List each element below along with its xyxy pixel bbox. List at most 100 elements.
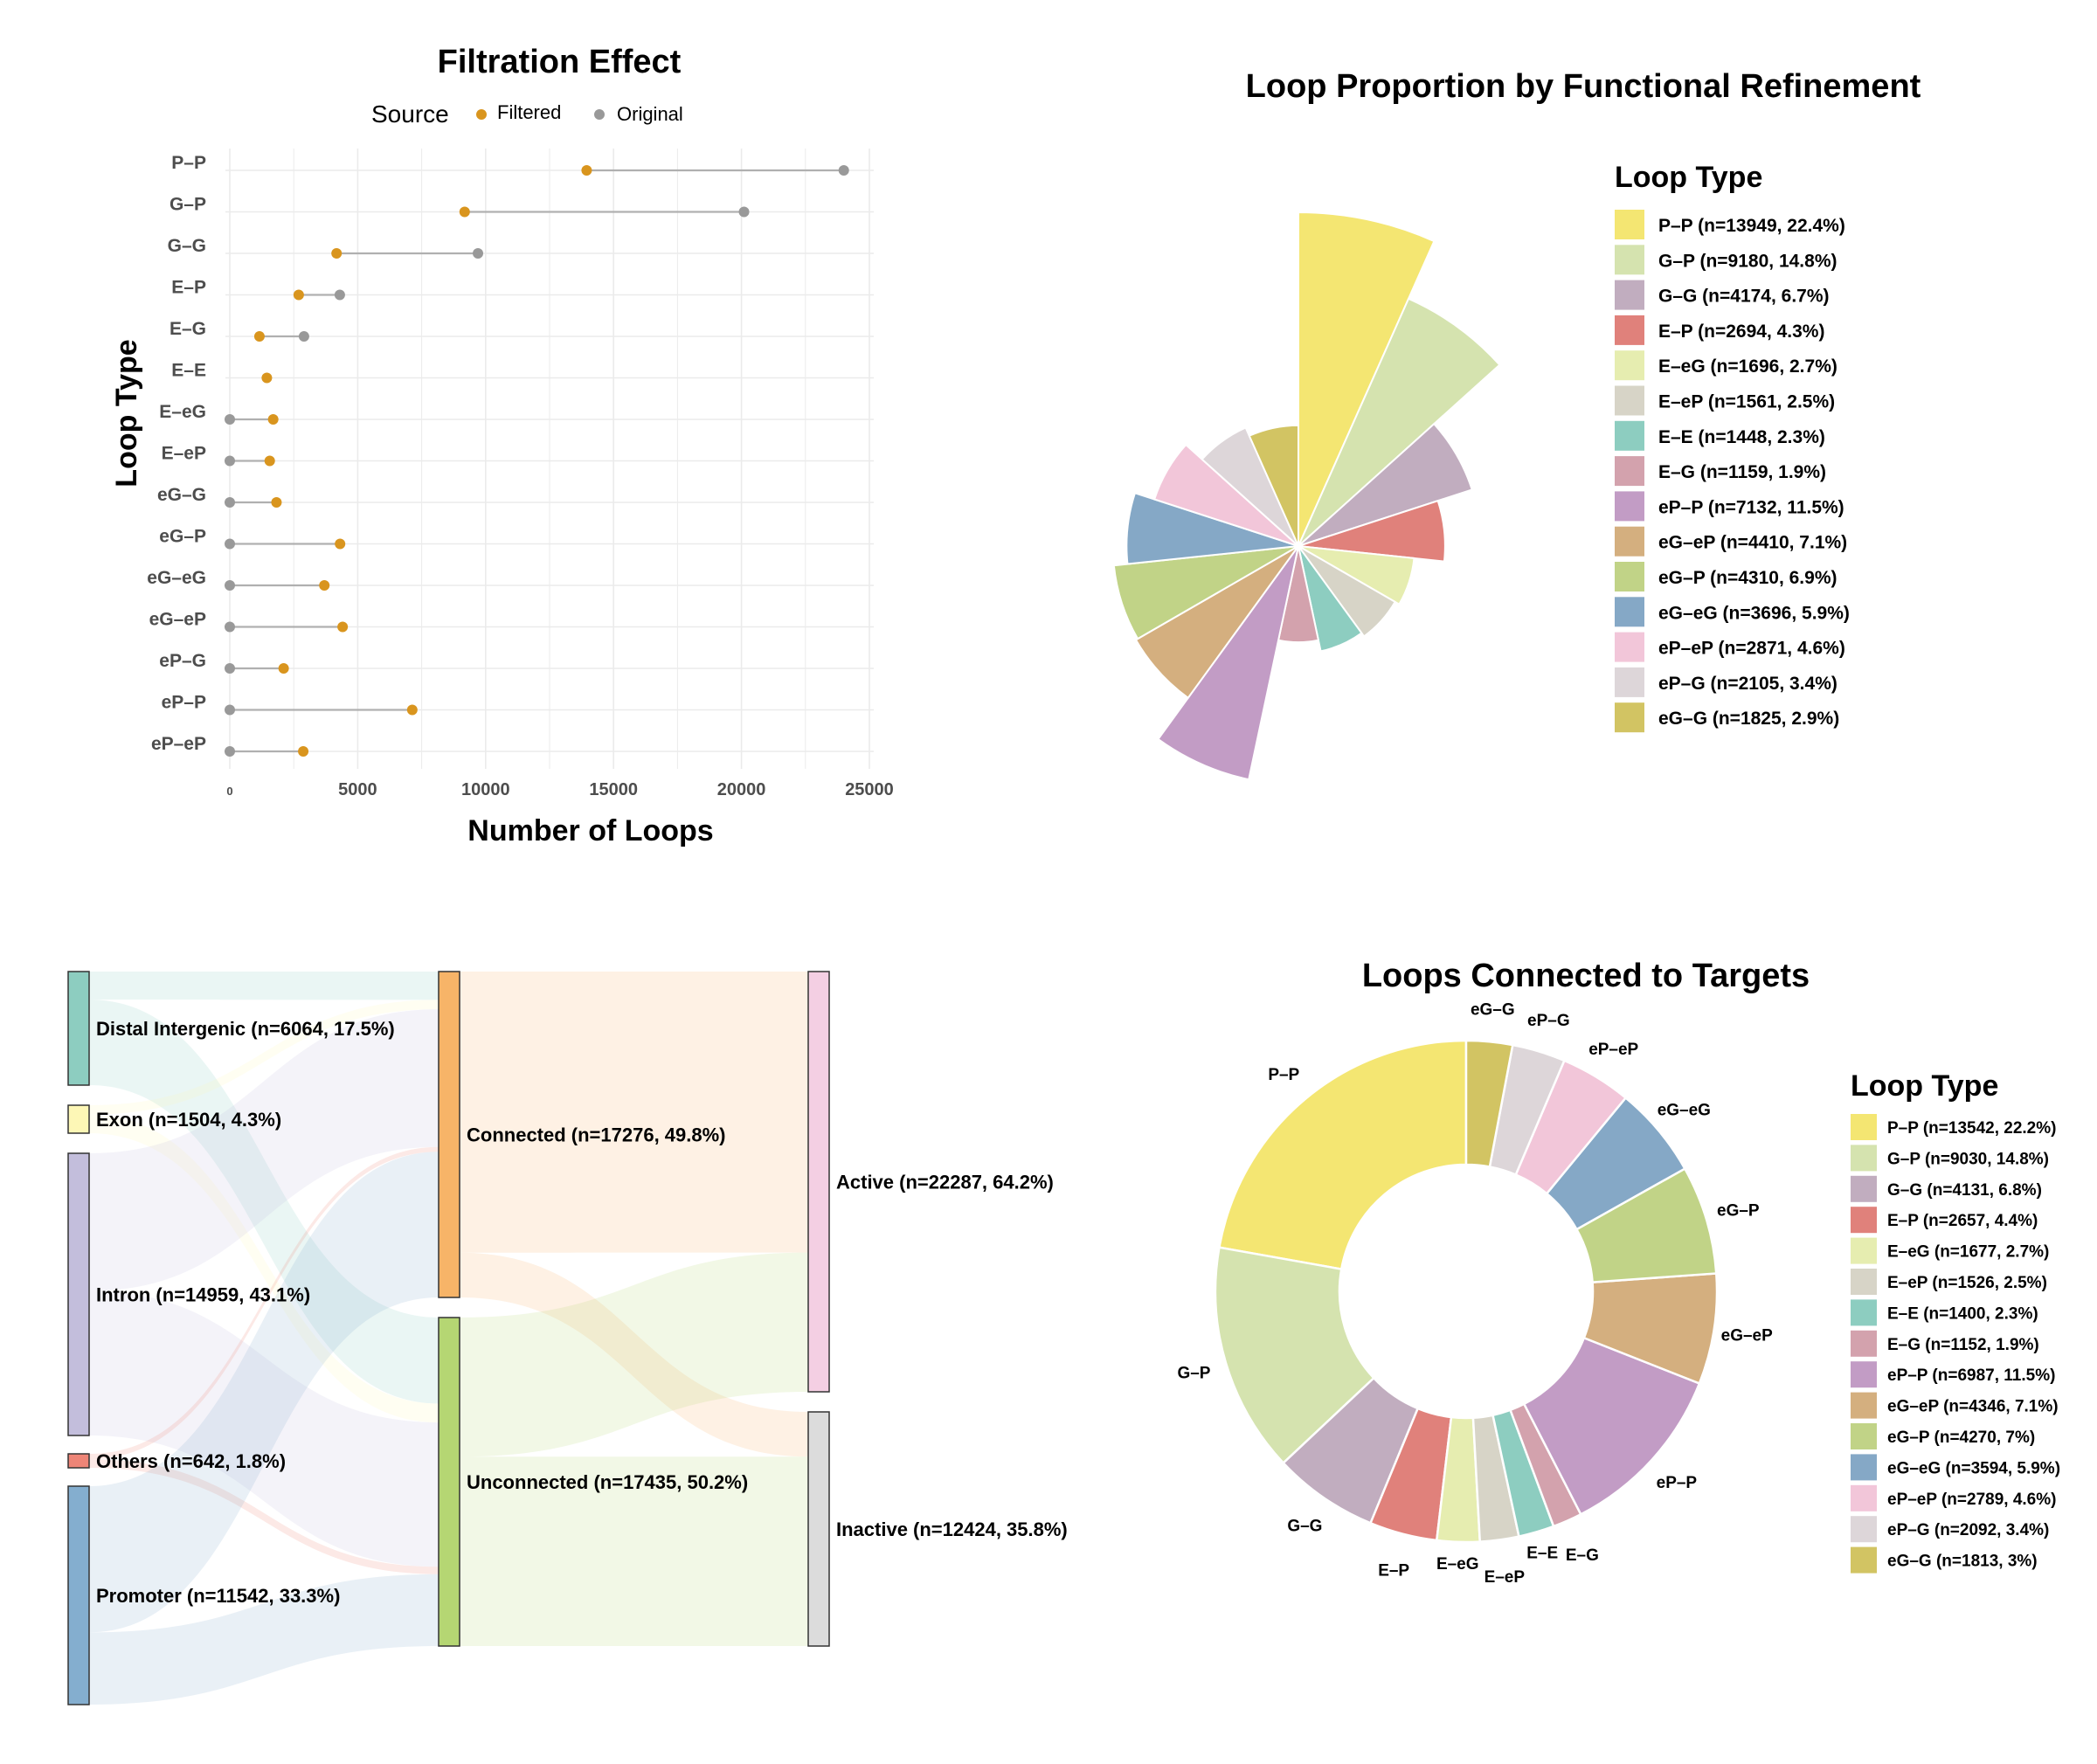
- donut-legend-key: [1851, 1423, 1877, 1449]
- sankey-node-label: Inactive (n=12424, 35.8%): [836, 1518, 1068, 1540]
- rose-wedge-ep-g: [1201, 426, 1299, 547]
- lollipop-y-axis-label: Loop Type: [110, 339, 143, 487]
- original-point-eg-ep: [225, 621, 235, 633]
- rose-legend-label: G–G (n=4174, 6.7%): [1658, 287, 1830, 307]
- donut-legend-key: [1851, 1454, 1877, 1481]
- donut-legend-label: E–E (n=1400, 2.3%): [1887, 1304, 2038, 1323]
- original-point-ep-ep: [225, 746, 235, 757]
- y-tick-label: E–eG: [159, 402, 206, 422]
- filtered-point-eg-p: [335, 538, 346, 550]
- y-tick-label: eG–eG: [147, 568, 206, 588]
- sankey-link-connected-to-inactive: [460, 1252, 808, 1457]
- donut-legend-key: [1851, 1207, 1877, 1234]
- donut-slice-labels: P–P G–P G–G E–P E–eG E–ePE–E E–G eP–P eG–eP eG–P e…: [1177, 1000, 1773, 1587]
- y-tick-label: G–P: [170, 195, 206, 215]
- donut-slice-label: E–eP: [1485, 1568, 1526, 1587]
- rose-wedge-ep-p: [1157, 545, 1299, 781]
- rose-legend-label: eP–eP (n=2871, 4.6%): [1658, 639, 1845, 659]
- donut-slices: [1214, 1039, 1719, 1544]
- sankey-nodes: Distal Intergenic (n=6064, 17.5%) Exon (n…: [67, 971, 1068, 1705]
- lollipop-legend-title: Source: [371, 100, 449, 128]
- original-point-ep-p: [225, 704, 235, 716]
- donut-legend-key: [1851, 1516, 1877, 1543]
- original-point-e-eg: [225, 414, 235, 425]
- sankey-node-promoter: [67, 1485, 90, 1705]
- sankey-link-connected-to-active: [460, 972, 808, 1253]
- original-point-ep-g: [225, 663, 235, 674]
- donut-slice-label: eG–eG: [1658, 1102, 1711, 1120]
- x-tick-label: 20000: [717, 780, 766, 799]
- x-tick-label: 0: [226, 785, 232, 798]
- rose-wedge-e-e: [1298, 545, 1363, 653]
- donut-legend-key: [1851, 1546, 1877, 1574]
- rose-wedge-g-p: [1298, 297, 1501, 547]
- rose-legend-key: [1615, 526, 1644, 557]
- donut-legend-key: [1851, 1269, 1877, 1295]
- original-point-eg-g: [225, 497, 235, 508]
- rose-wedge-ep-ep: [1152, 443, 1299, 547]
- original-point-eg-p: [225, 538, 235, 550]
- original-point-e-ep: [225, 455, 235, 467]
- donut-legend-label: eP–eP (n=2789, 4.6%): [1887, 1491, 2056, 1509]
- y-tick-label: eG–P: [159, 527, 206, 547]
- lollipop-marks: [225, 165, 849, 757]
- rose-legend-key: [1615, 280, 1644, 310]
- sankey-link-intron-to-unconnected: [89, 1290, 439, 1567]
- sankey-node-others: [67, 1453, 90, 1469]
- rose-title: Loop Proportion by Functional Refinement: [1246, 68, 1921, 105]
- donut-panel: Loops Connected to Targets P–P G–P G–G E–P E…: [1177, 958, 2060, 1587]
- filtered-point-eg-eg: [319, 580, 330, 591]
- sankey-panel: Distal Intergenic (n=6064, 17.5%) Exon (n…: [67, 971, 1068, 1705]
- y-tick-label: eP–G: [159, 651, 206, 671]
- rose-wedge-e-eg: [1298, 545, 1415, 605]
- y-tick-label: E–eP: [162, 444, 206, 464]
- donut-slice-label: E–E: [1526, 1545, 1558, 1563]
- filtered-point-e-e: [261, 372, 273, 384]
- donut-legend-label: E–P (n=2657, 4.4%): [1887, 1212, 2038, 1230]
- donut-slice-eg-g: [1464, 1039, 1514, 1168]
- rose-legend: P–P (n=13949, 22.4%) G–P (n=9180, 14.8%) G…: [1615, 210, 1850, 733]
- filtered-point-eg-ep: [337, 621, 349, 633]
- rose-legend-title: Loop Type: [1615, 161, 1762, 194]
- rose-legend-label: E–E (n=1448, 2.3%): [1658, 427, 1825, 447]
- original-point-e-p: [334, 289, 345, 301]
- lollipop-x-tick-labels: 0 5000 10000 15000 20000 25000: [226, 780, 893, 799]
- donut-slice-label: G–P: [1177, 1365, 1210, 1383]
- rose-legend-key: [1615, 491, 1644, 522]
- rose-legend-label: G–P (n=9180, 14.8%): [1658, 251, 1837, 271]
- rose-legend-label: E–G (n=1159, 1.9%): [1658, 462, 1826, 482]
- filtered-point-p-p: [581, 165, 592, 176]
- rose-legend-key: [1615, 385, 1644, 416]
- original-point-p-p: [838, 165, 849, 176]
- rose-legend-key: [1615, 245, 1644, 275]
- sankey-link-unconnected-to-active: [460, 1252, 808, 1457]
- rose-wedge-p-p: [1298, 211, 1436, 547]
- donut-legend-key: [1851, 1361, 1877, 1388]
- donut-slice-label: eP–P: [1657, 1474, 1698, 1492]
- rose-legend-label: E–eP (n=1561, 2.5%): [1658, 392, 1835, 412]
- sankey-node-label: Others (n=642, 1.8%): [96, 1450, 286, 1472]
- rose-legend-label: E–P (n=2694, 4.3%): [1658, 322, 1824, 342]
- rose-legend-label: P–P (n=13949, 22.4%): [1658, 216, 1845, 236]
- sankey-node-unconnected: [438, 1317, 460, 1647]
- y-tick-label: eP–eP: [151, 734, 206, 754]
- donut-slice-label: eG–P: [1717, 1202, 1760, 1221]
- rose-legend-key: [1615, 315, 1644, 345]
- x-tick-label: 5000: [338, 780, 377, 799]
- sankey-node-label: Connected (n=17276, 49.8%): [467, 1124, 726, 1146]
- sankey-node-intron: [67, 1152, 90, 1436]
- sankey-link-unconnected-to-inactive: [460, 1456, 808, 1646]
- filtered-point-eg-g: [271, 497, 282, 508]
- donut-legend-label: eP–G (n=2092, 3.4%): [1887, 1521, 2049, 1539]
- y-tick-label: E–P: [171, 278, 206, 298]
- donut-slice-label: P–P: [1268, 1066, 1299, 1084]
- lollipop-x-axis-label: Number of Loops: [467, 814, 713, 847]
- sankey-node-label: Distal Intergenic (n=6064, 17.5%): [96, 1018, 395, 1040]
- donut-legend-label: E–eP (n=1526, 2.5%): [1887, 1274, 2047, 1292]
- sankey-link-exon-to-connected: [89, 1000, 439, 1115]
- donut-legend-label: eG–P (n=4270, 7%): [1887, 1428, 2035, 1447]
- donut-legend-label: G–G (n=4131, 6.8%): [1887, 1181, 2042, 1200]
- rose-legend-key: [1615, 210, 1644, 239]
- x-tick-label: 10000: [461, 780, 510, 799]
